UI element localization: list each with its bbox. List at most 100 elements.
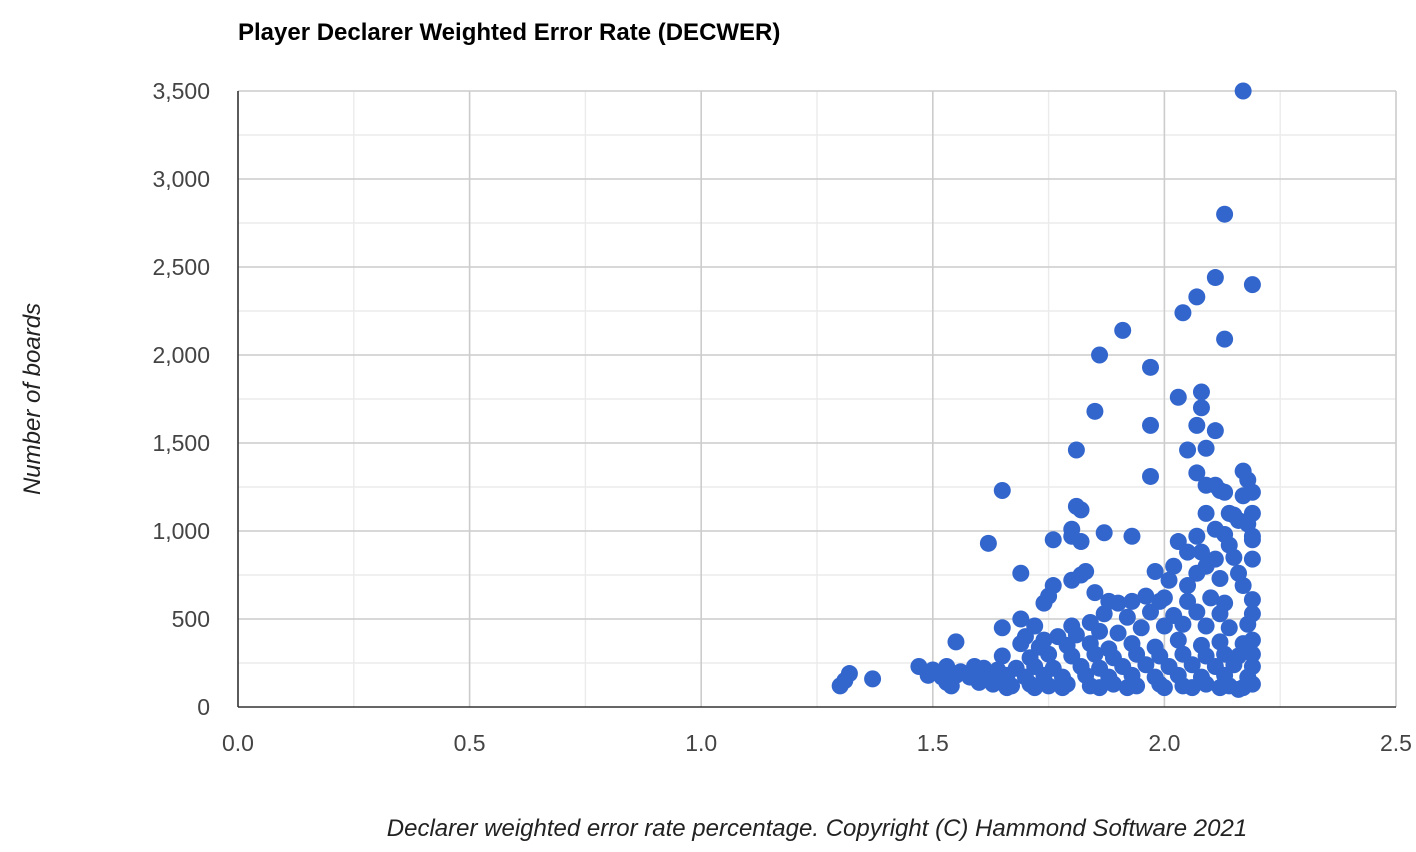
- data-point: [1179, 441, 1197, 459]
- data-point: [1243, 631, 1261, 649]
- data-point: [1072, 501, 1090, 519]
- data-point: [1234, 82, 1252, 100]
- x-tick-label: 0.0: [222, 730, 254, 756]
- data-point: [1040, 645, 1058, 663]
- data-point: [1188, 603, 1206, 621]
- data-point: [1091, 622, 1109, 640]
- data-point: [1188, 416, 1206, 434]
- y-tick-label: 2,000: [152, 342, 210, 368]
- data-point: [1123, 527, 1141, 545]
- data-point: [1160, 571, 1178, 589]
- data-point: [984, 675, 1002, 693]
- data-point: [1211, 679, 1229, 697]
- data-point: [970, 673, 988, 691]
- x-tick-label: 0.5: [454, 730, 486, 756]
- data-point: [1243, 531, 1261, 549]
- data-point: [1146, 562, 1164, 580]
- data-point: [1142, 603, 1160, 621]
- data-point: [1165, 557, 1183, 575]
- data-point: [1086, 402, 1104, 420]
- data-point: [1197, 439, 1215, 457]
- data-point: [1192, 399, 1210, 417]
- data-point: [1091, 346, 1109, 364]
- data-point: [998, 679, 1016, 697]
- data-point: [1114, 321, 1132, 339]
- data-point: [1118, 679, 1136, 697]
- data-point: [1169, 631, 1187, 649]
- y-tick-label: 3,500: [152, 78, 210, 104]
- data-point: [1192, 383, 1210, 401]
- data-point: [1183, 656, 1201, 674]
- chart-title: Player Declarer Weighted Error Rate (DEC…: [238, 19, 780, 46]
- data-point: [1197, 617, 1215, 635]
- data-point: [919, 666, 937, 684]
- data-point: [1072, 533, 1090, 551]
- data-point: [1012, 610, 1030, 628]
- axis-layer: [237, 91, 1396, 708]
- data-point: [947, 633, 965, 651]
- data-point: [1211, 605, 1229, 623]
- data-point: [1086, 645, 1104, 663]
- data-point: [1243, 276, 1261, 294]
- data-point: [1142, 467, 1160, 485]
- data-point: [840, 665, 858, 683]
- data-point: [993, 647, 1011, 665]
- data-point: [1179, 577, 1197, 595]
- data-point: [1188, 527, 1206, 545]
- data-point: [1234, 487, 1252, 505]
- data-point: [1169, 388, 1187, 406]
- data-point: [1155, 617, 1173, 635]
- x-tick-label: 2.0: [1148, 730, 1180, 756]
- data-point: [1137, 587, 1155, 605]
- x-axis-title: Declarer weighted error rate percentage.…: [387, 815, 1247, 842]
- data-point: [1192, 543, 1210, 561]
- y-tick-label: 2,500: [152, 254, 210, 280]
- data-point: [993, 619, 1011, 637]
- data-point: [1086, 584, 1104, 602]
- data-point: [1091, 679, 1109, 697]
- data-point: [1243, 645, 1261, 663]
- data-point: [1142, 416, 1160, 434]
- data-point: [1202, 589, 1220, 607]
- data-point: [1109, 594, 1127, 612]
- data-point: [1040, 677, 1058, 695]
- y-tick-labels: 0 500 1,000 1,500 2,000 2,500 3,000 3,500: [152, 78, 210, 720]
- data-point: [942, 677, 960, 695]
- data-point: [1188, 564, 1206, 582]
- data-point: [1174, 304, 1192, 322]
- data-point: [1206, 269, 1224, 287]
- data-point: [1063, 571, 1081, 589]
- data-point: [1188, 288, 1206, 306]
- data-point: [1216, 483, 1234, 501]
- data-point: [1234, 577, 1252, 595]
- data-point: [1243, 675, 1261, 693]
- data-point: [1206, 422, 1224, 440]
- data-point: [1123, 592, 1141, 610]
- data-point: [1012, 635, 1030, 653]
- data-point: [1243, 550, 1261, 568]
- data-point: [1012, 564, 1030, 582]
- x-tick-labels: 0.0 0.5 1.0 1.5 2.0 2.5: [222, 730, 1412, 756]
- data-point: [1220, 619, 1238, 637]
- data-point: [1137, 656, 1155, 674]
- data-point: [1174, 615, 1192, 633]
- data-point: [1183, 679, 1201, 697]
- data-point: [1118, 608, 1136, 626]
- data-point: [1053, 679, 1071, 697]
- data-point: [979, 534, 997, 552]
- y-axis-title: Number of boards: [19, 303, 46, 495]
- data-point: [1109, 624, 1127, 642]
- data-point: [993, 482, 1011, 500]
- data-point: [1104, 675, 1122, 693]
- data-point: [1026, 679, 1044, 697]
- y-tick-label: 1,500: [152, 430, 210, 456]
- data-point: [1142, 358, 1160, 376]
- data-point: [1225, 548, 1243, 566]
- data-point: [1211, 570, 1229, 588]
- data-point: [1230, 680, 1248, 698]
- data-point: [1067, 441, 1085, 459]
- data-point: [1132, 619, 1150, 637]
- data-point: [1197, 675, 1215, 693]
